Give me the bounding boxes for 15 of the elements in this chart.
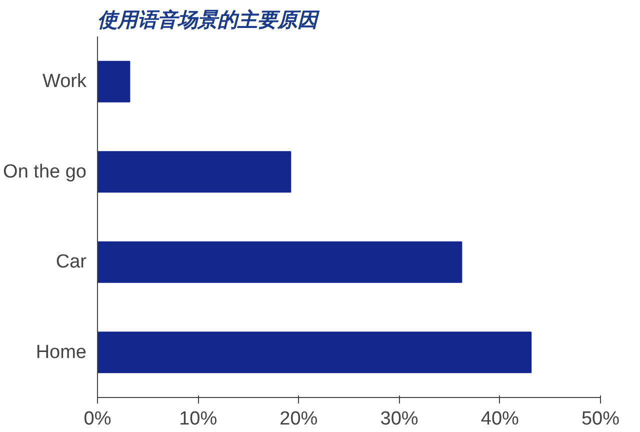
x-tick-label: 40% (480, 408, 520, 430)
bar (98, 151, 292, 193)
y-tick-label: Car (56, 252, 88, 273)
bar (98, 241, 462, 283)
bar (98, 60, 130, 102)
bar (98, 332, 532, 374)
x-tick-label: 10% (179, 408, 218, 430)
y-tick-label: Home (36, 342, 87, 363)
y-tick-label: On the go (3, 161, 87, 182)
x-tick-label: 30% (380, 408, 418, 430)
x-tick-label: 20% (280, 408, 318, 430)
chart-title: 使用语音场景的主要原因 (98, 8, 320, 32)
y-tick-label: Work (42, 71, 87, 92)
x-tick-label: 0% (84, 408, 112, 430)
x-tick-label: 50% (581, 408, 620, 430)
